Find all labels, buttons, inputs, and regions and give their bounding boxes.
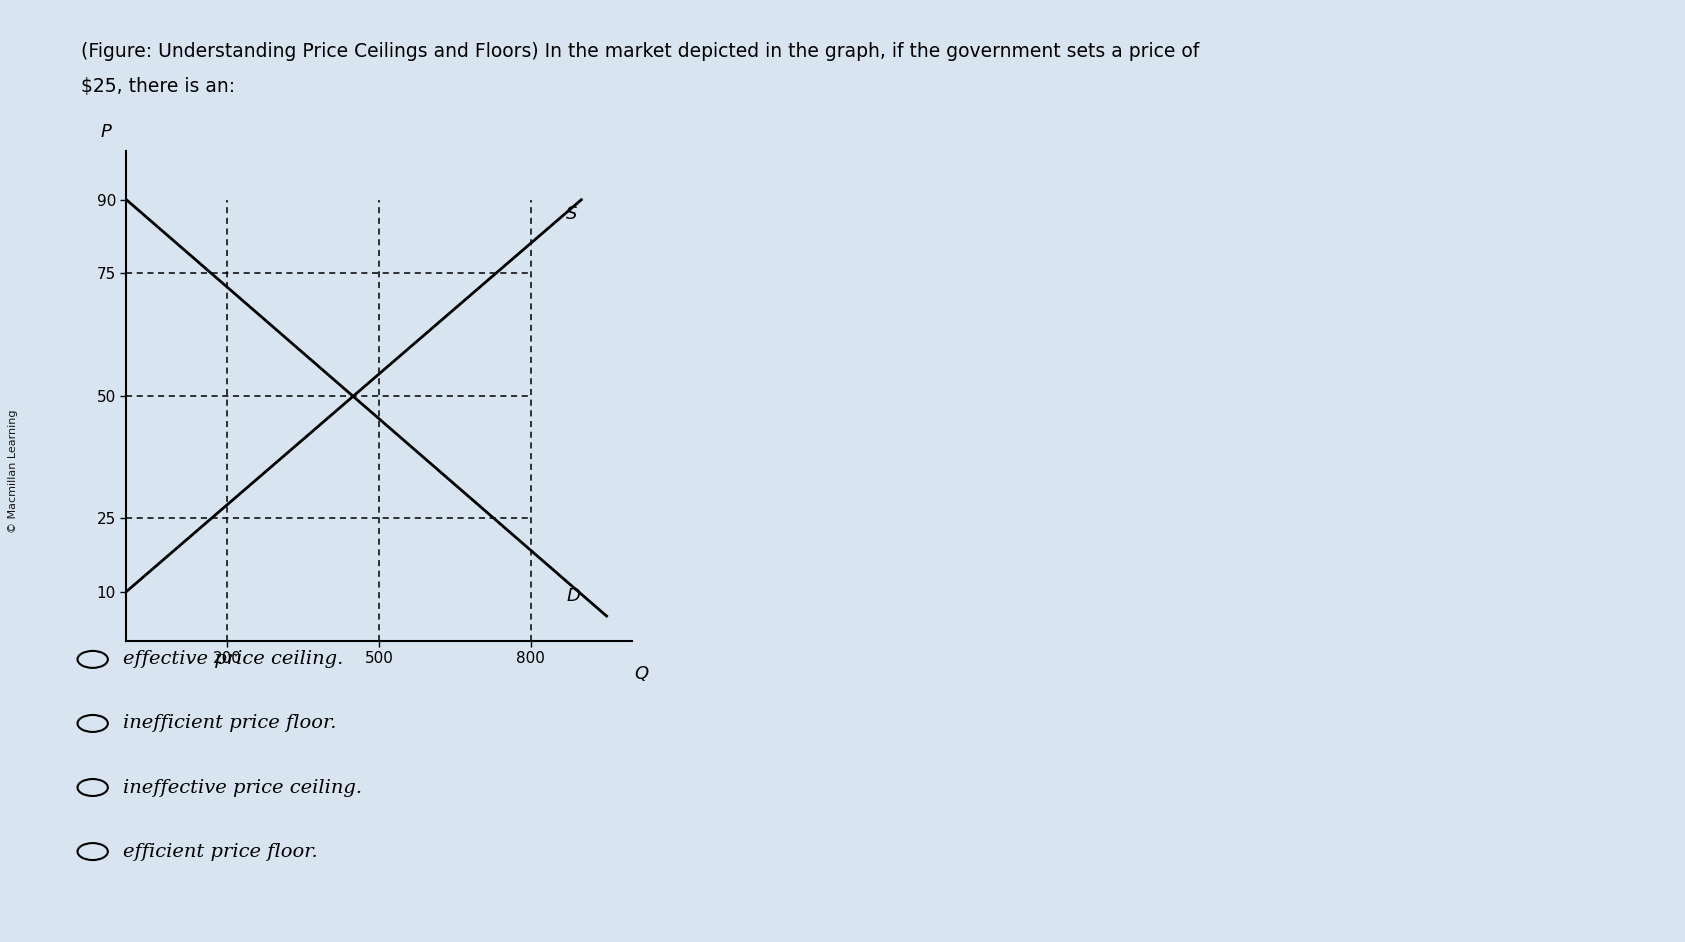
Text: Q: Q xyxy=(634,665,649,683)
Text: D: D xyxy=(566,588,580,606)
Text: inefficient price floor.: inefficient price floor. xyxy=(123,714,337,733)
Text: (Figure: Understanding Price Ceilings and Floors) In the market depicted in the : (Figure: Understanding Price Ceilings an… xyxy=(81,42,1200,61)
Text: ineffective price ceiling.: ineffective price ceiling. xyxy=(123,778,362,797)
Text: efficient price floor.: efficient price floor. xyxy=(123,842,318,861)
Text: P: P xyxy=(101,122,111,141)
Text: © Macmillan Learning: © Macmillan Learning xyxy=(8,409,19,533)
Text: effective price ceiling.: effective price ceiling. xyxy=(123,650,344,669)
Text: S: S xyxy=(566,205,578,223)
Text: $25, there is an:: $25, there is an: xyxy=(81,77,234,96)
